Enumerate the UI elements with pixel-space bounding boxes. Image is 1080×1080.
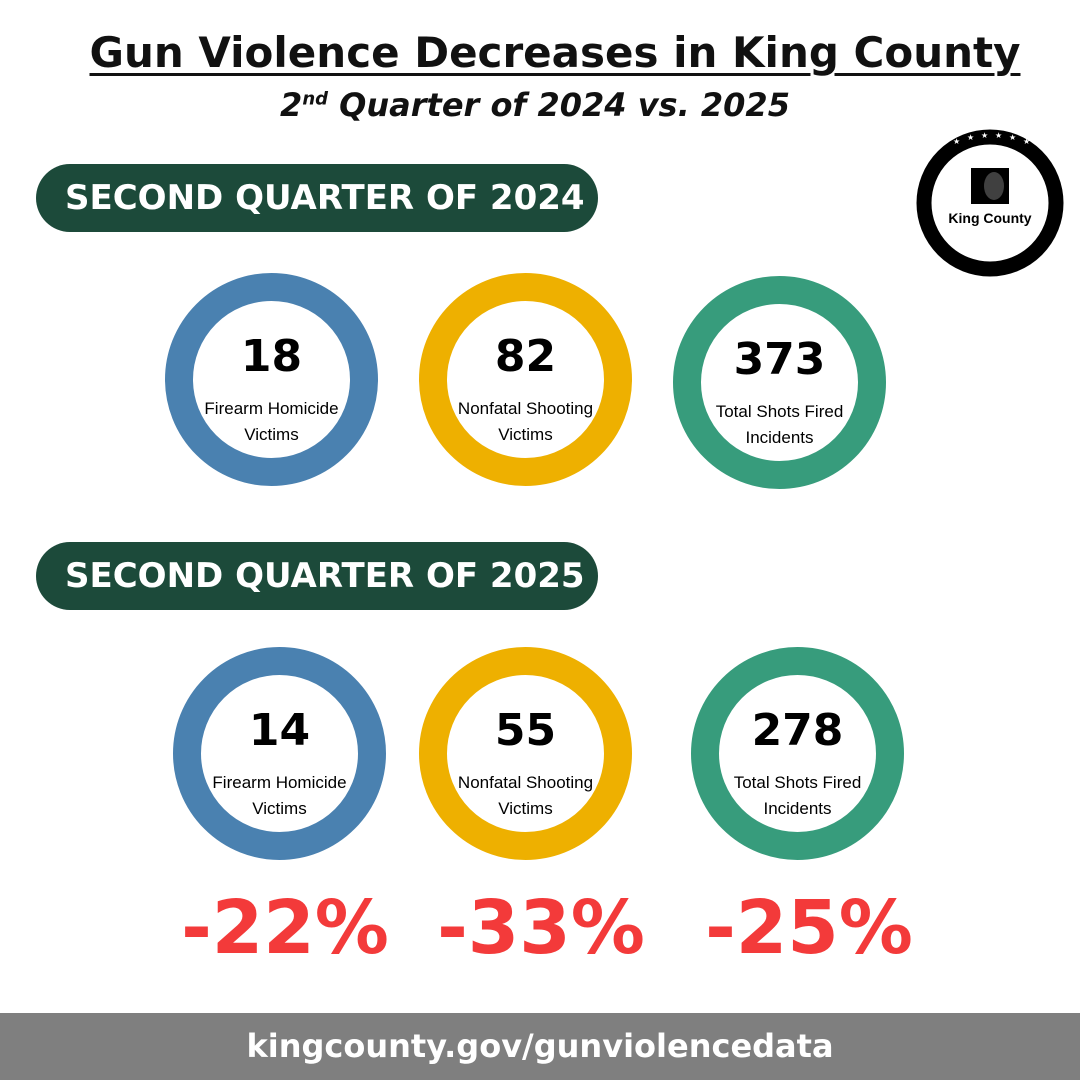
stat-label: Firearm Homicide Victims — [212, 773, 347, 818]
subtitle-suffix: nd — [302, 88, 329, 110]
banner-2024: SECOND QUARTER OF 2024 — [36, 164, 598, 232]
king-county-prosecuting-attorney-logo: ★ ★ ★ ★ ★ ★ King County PROSECUTING ATTORNEY'… — [916, 129, 1064, 277]
stat-nonfatal-2024: 82 Nonfatal Shooting Victims — [419, 273, 632, 486]
stat-label: Nonfatal Shooting Victims — [457, 399, 594, 444]
stat-homicide-2025: 14 Firearm Homicide Victims — [173, 647, 386, 860]
stat-value: 18 — [240, 331, 303, 382]
stat-label: Total Shots Fired Incidents — [715, 402, 844, 447]
page-title: Gun Violence Decreases in King County — [89, 28, 1021, 77]
stat-nonfatal-2025: 55 Nonfatal Shooting Victims — [419, 647, 632, 860]
svg-text:★: ★ — [981, 131, 988, 140]
svg-text:★: ★ — [1009, 133, 1016, 142]
stat-value: 82 — [494, 331, 557, 382]
stat-homicide-2024: 18 Firearm Homicide Victims — [165, 273, 378, 486]
svg-text:★: ★ — [967, 133, 974, 142]
page-subtitle: 2nd Quarter of 2024 vs. 2025 — [0, 86, 1070, 124]
stat-label: Firearm Homicide Victims — [204, 399, 339, 444]
stat-value: 55 — [494, 705, 557, 756]
stat-value: 373 — [733, 334, 826, 385]
stat-value: 278 — [751, 705, 844, 756]
svg-text:★: ★ — [995, 131, 1002, 140]
stat-value: 14 — [248, 705, 311, 756]
logo-name: King County — [948, 210, 1031, 226]
svg-text:★: ★ — [953, 137, 960, 146]
svg-text:★: ★ — [1023, 137, 1030, 146]
stat-label: Nonfatal Shooting Victims — [457, 773, 594, 818]
change-shots: -25% — [705, 885, 913, 971]
stat-shots-2024: 373 Total Shots Fired Incidents — [673, 276, 886, 489]
change-nonfatal: -33% — [437, 885, 645, 971]
banner-2025: SECOND QUARTER OF 2025 — [36, 542, 598, 610]
subtitle-ordinal: 2 — [280, 86, 303, 124]
change-homicide: -22% — [181, 885, 389, 971]
stat-shots-2025: 278 Total Shots Fired Incidents — [691, 647, 904, 860]
subtitle-rest: Quarter of 2024 vs. 2025 — [328, 86, 790, 124]
stat-label: Total Shots Fired Incidents — [733, 773, 862, 818]
footer-url[interactable]: kingcounty.gov/gunviolencedata — [0, 1013, 1080, 1080]
